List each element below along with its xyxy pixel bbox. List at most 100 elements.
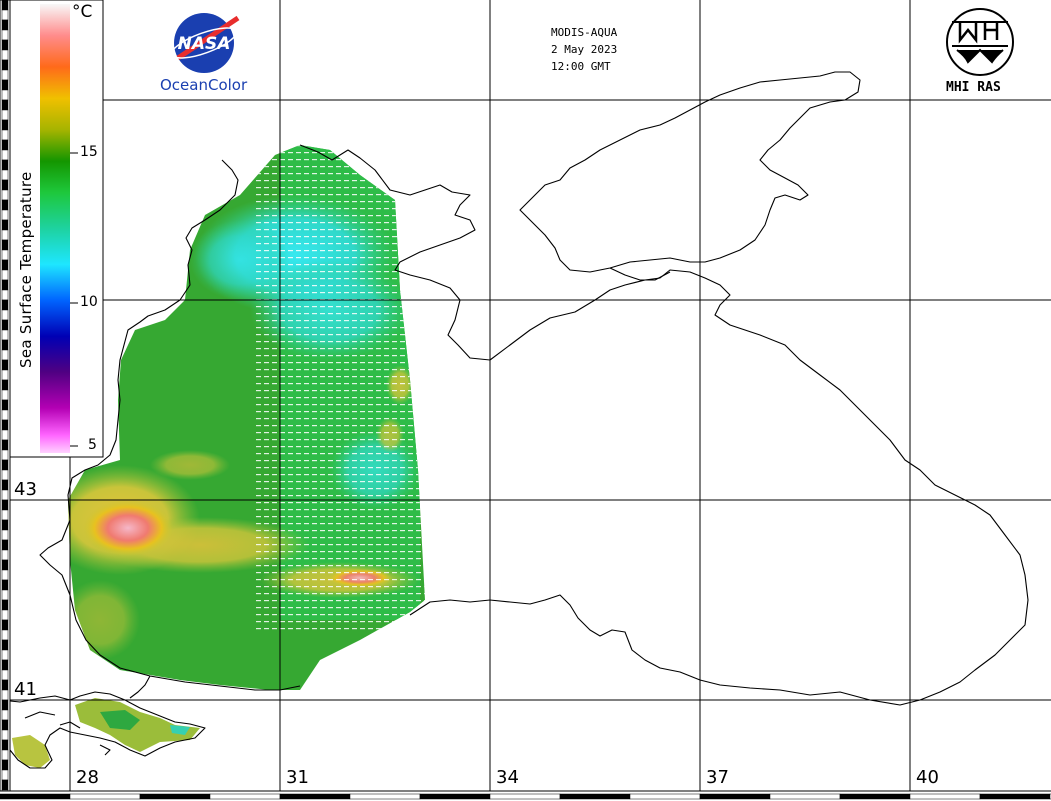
left-tick <box>1 319 9 331</box>
left-tick <box>1 549 9 561</box>
left-tick <box>1 269 9 281</box>
svg-text:NASA: NASA <box>178 34 231 54</box>
bottom-tick <box>909 793 981 800</box>
left-tick <box>1 219 9 231</box>
bottom-tick <box>419 793 491 800</box>
left-tick <box>1 369 9 381</box>
bottom-tick <box>139 793 211 800</box>
map-header: MODIS-AQUA 2 May 2023 12:00 GMT <box>551 24 617 75</box>
left-tick <box>1 159 9 171</box>
left-tick <box>1 339 9 351</box>
left-tick <box>1 729 9 741</box>
left-tick <box>1 609 9 621</box>
bottom-tick-marks <box>0 793 1051 800</box>
left-tick <box>1 519 9 531</box>
left-tick <box>1 669 9 681</box>
lon-label-31: 31 <box>286 767 309 788</box>
left-tick <box>1 199 9 211</box>
left-tick <box>1 299 9 311</box>
lat-label-43: 43 <box>14 479 37 500</box>
left-tick <box>1 679 9 691</box>
left-tick <box>1 769 9 781</box>
left-tick <box>1 379 9 391</box>
colorbar-tick-10: 10 <box>80 294 98 310</box>
left-tick <box>1 759 9 771</box>
left-tick <box>1 489 9 501</box>
left-tick <box>1 249 9 261</box>
lon-label-34: 34 <box>496 767 519 788</box>
left-tick <box>1 499 9 511</box>
mhi-ras-logo-icon <box>946 8 1014 76</box>
time-label: 12:00 GMT <box>551 60 611 73</box>
left-tick <box>1 309 9 321</box>
left-tick <box>1 699 9 711</box>
sensor-label: MODIS-AQUA <box>551 26 618 39</box>
bottom-tick <box>699 793 771 800</box>
left-tick <box>1 749 9 761</box>
left-tick <box>1 619 9 631</box>
left-tick <box>1 459 9 471</box>
left-tick-marks <box>1 0 9 801</box>
colorbar-panel <box>9 0 104 458</box>
left-tick <box>1 19 9 31</box>
left-tick <box>1 9 9 21</box>
left-tick <box>1 399 9 411</box>
bottom-tick <box>629 793 701 800</box>
left-tick <box>1 469 9 481</box>
left-tick <box>1 559 9 571</box>
left-tick <box>1 349 9 361</box>
lat-label-41: 41 <box>14 679 37 700</box>
left-tick <box>1 429 9 441</box>
left-tick <box>1 69 9 81</box>
bottom-tick <box>769 793 841 800</box>
left-tick <box>1 599 9 611</box>
left-tick <box>1 389 9 401</box>
lon-label-40: 40 <box>916 767 939 788</box>
marmara-sst-patches <box>12 698 200 768</box>
bottom-tick <box>839 793 911 800</box>
bottom-tick <box>0 793 71 800</box>
bottom-tick <box>979 793 1051 800</box>
bottom-tick <box>69 793 141 800</box>
left-tick <box>1 289 9 301</box>
left-tick <box>1 689 9 701</box>
bottom-tick <box>209 793 281 800</box>
left-tick <box>1 149 9 161</box>
left-tick <box>1 109 9 121</box>
left-tick <box>1 779 9 791</box>
left-tick <box>1 29 9 41</box>
left-tick <box>1 169 9 181</box>
left-tick <box>1 59 9 71</box>
colorbar-tick-15: 15 <box>80 144 98 160</box>
left-tick <box>1 119 9 131</box>
left-tick <box>1 569 9 581</box>
left-tick <box>1 179 9 191</box>
left-tick <box>1 589 9 601</box>
graticule <box>10 0 1051 791</box>
left-tick <box>1 239 9 251</box>
lon-label-28: 28 <box>76 767 99 788</box>
left-tick <box>1 189 9 201</box>
left-tick <box>1 279 9 291</box>
left-tick <box>1 629 9 641</box>
left-tick <box>1 539 9 551</box>
left-tick <box>1 0 9 11</box>
left-tick <box>1 709 9 721</box>
left-tick <box>1 639 9 651</box>
left-tick <box>1 139 9 151</box>
coastlines <box>0 71 1029 769</box>
left-tick <box>1 529 9 541</box>
nasa-logo-icon: NASA <box>171 13 240 73</box>
bottom-tick <box>489 793 561 800</box>
bottom-tick <box>349 793 421 800</box>
colorbar-tick-5: 5 <box>88 437 97 453</box>
bottom-tick <box>559 793 631 800</box>
left-tick <box>1 649 9 661</box>
left-tick <box>1 579 9 591</box>
ocean-color-label: OceanColor <box>160 76 248 94</box>
left-tick <box>1 509 9 521</box>
left-tick <box>1 739 9 751</box>
left-tick <box>1 39 9 51</box>
left-tick <box>1 99 9 111</box>
